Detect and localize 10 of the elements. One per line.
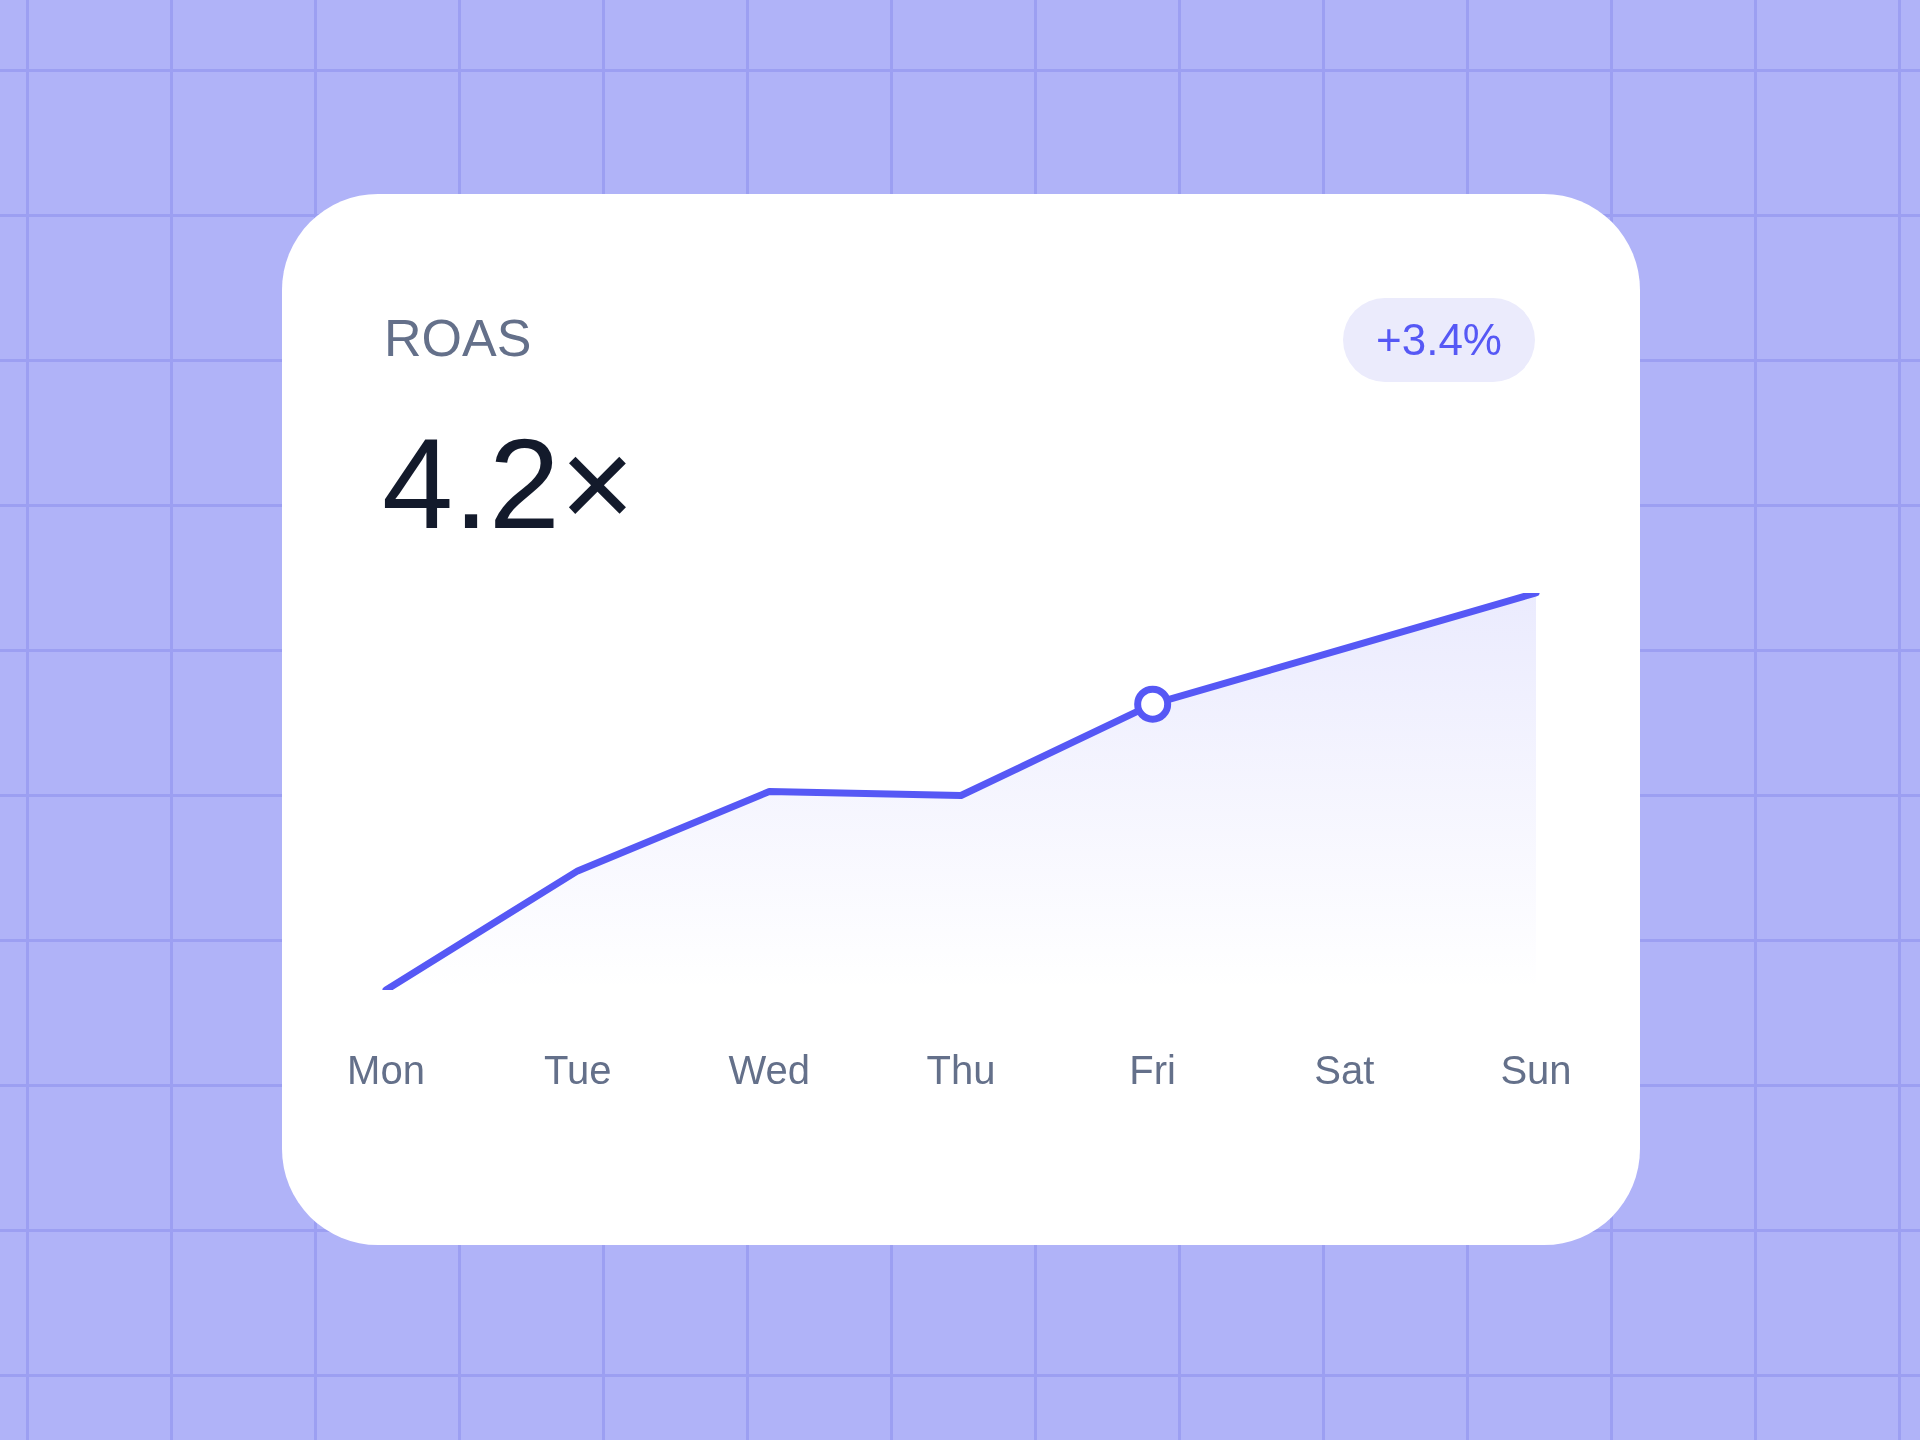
x-tick-label: Sun <box>1500 1048 1572 1093</box>
x-tick-label: Wed <box>728 1048 811 1093</box>
chart-title: ROAS <box>384 308 532 368</box>
x-tick-label: Thu <box>926 1048 996 1093</box>
x-tick-label: Tue <box>543 1048 612 1093</box>
x-tick-label: Mon <box>347 1048 425 1093</box>
text: +3.4% <box>1343 298 1535 382</box>
text: 4.2× <box>382 412 635 555</box>
x-tick-label: Fri <box>1129 1048 1176 1093</box>
x-tick-label: Sat <box>1314 1048 1375 1093</box>
